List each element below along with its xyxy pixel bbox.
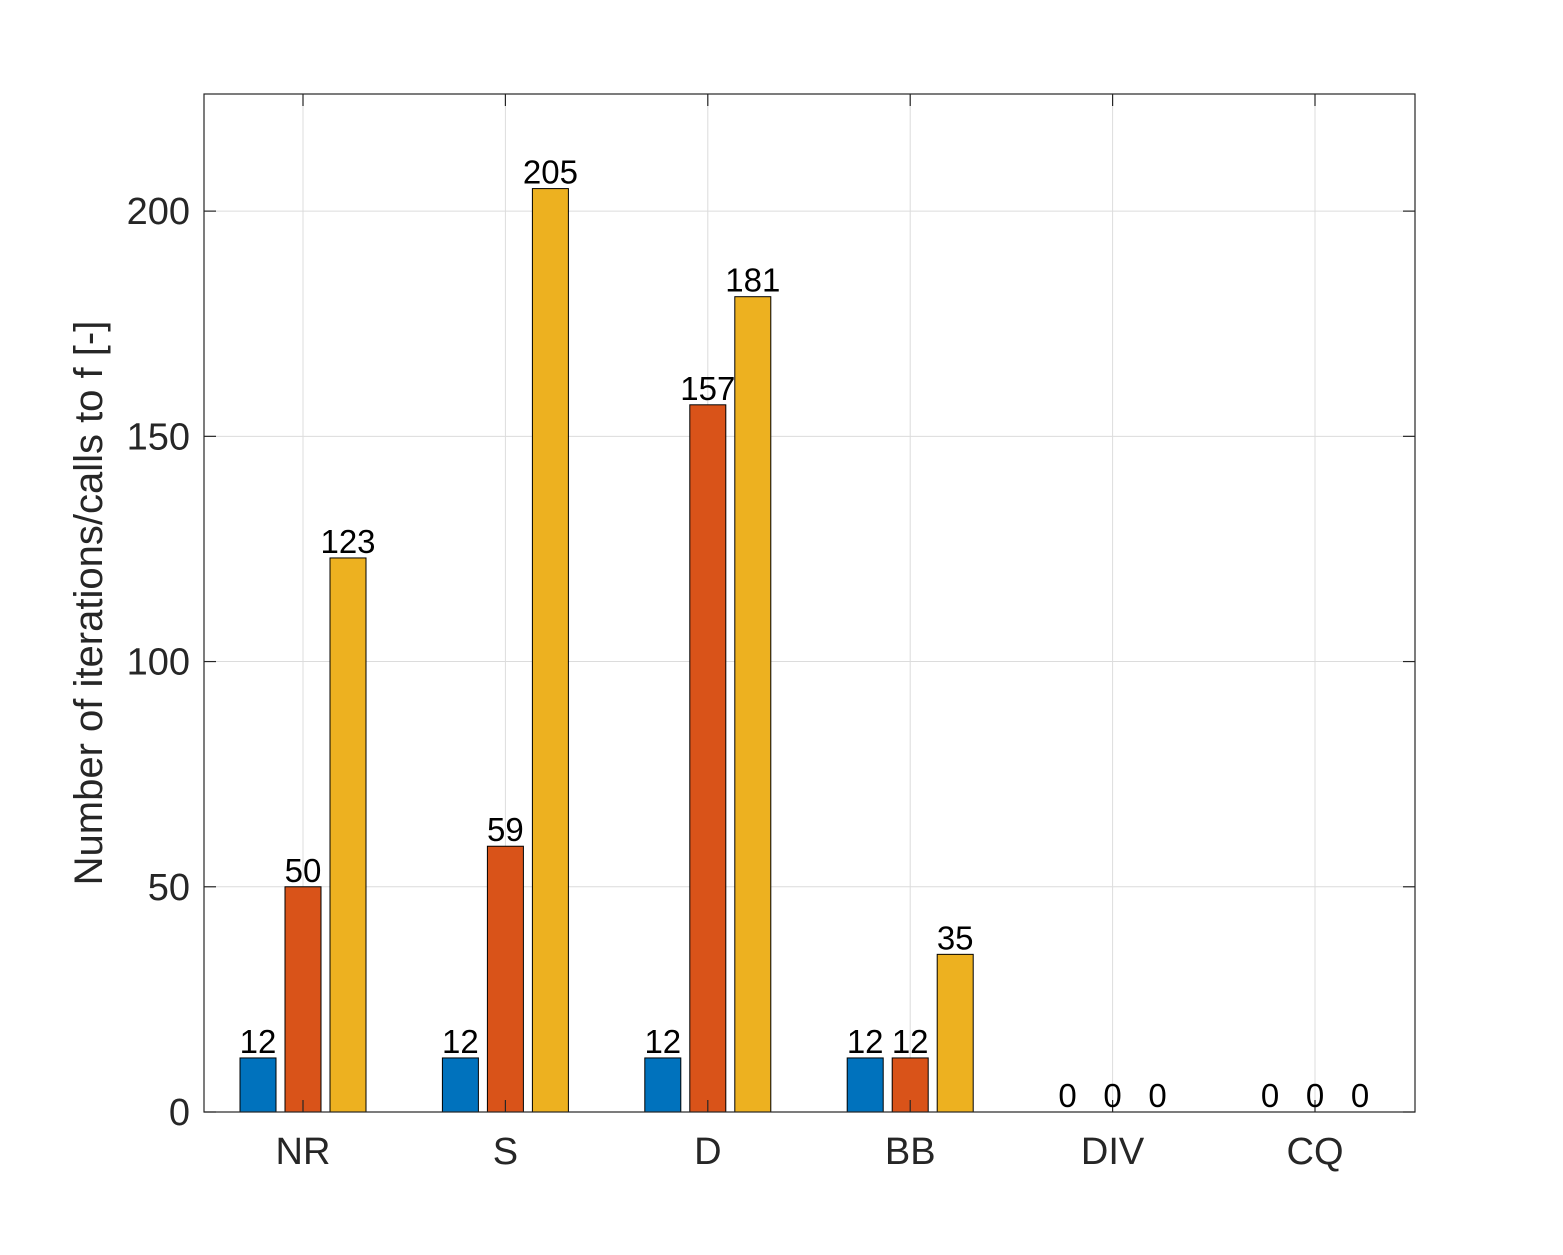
bar [644, 1057, 682, 1113]
x-tick-label: S [493, 1131, 518, 1173]
x-tick-label: D [694, 1131, 721, 1173]
bar [936, 953, 974, 1113]
bar-value-label: 205 [523, 154, 578, 191]
bar [486, 845, 524, 1113]
bars [239, 188, 974, 1113]
bar [689, 404, 727, 1113]
y-tick-label: 0 [169, 1092, 190, 1134]
bar-value-label: 0 [1103, 1077, 1121, 1114]
y-tick-label: 100 [127, 642, 190, 684]
bar [329, 557, 367, 1113]
bar-value-label: 181 [725, 262, 780, 299]
bar-value-label: 12 [442, 1023, 479, 1060]
grid [204, 94, 1415, 1112]
bar-value-label: 59 [487, 811, 524, 848]
bar-value-label: 12 [240, 1023, 277, 1060]
axes-box [203, 93, 1416, 1113]
bar [239, 1057, 277, 1113]
bar-value-label: 12 [644, 1023, 681, 1060]
y-axis-label: Number of iterations/calls to f [-] [67, 321, 111, 886]
x-tick-label: BB [885, 1131, 936, 1173]
bar-value-label: 0 [1306, 1077, 1324, 1114]
plot-background [204, 94, 1415, 1112]
x-tick-label: NR [276, 1131, 331, 1173]
bar-value-label: 50 [285, 852, 322, 889]
y-tick-label: 150 [127, 416, 190, 458]
bar [441, 1057, 479, 1113]
bar [846, 1057, 884, 1113]
bar-value-label: 35 [937, 919, 974, 956]
bar [531, 188, 569, 1113]
y-tick-label: 200 [127, 191, 190, 233]
bar-value-label: 12 [847, 1023, 884, 1060]
bar-value-label: 0 [1351, 1077, 1369, 1114]
bar-value-label: 123 [320, 523, 375, 560]
bar-value-label: 12 [892, 1023, 929, 1060]
bar-value-label: 157 [680, 370, 735, 407]
bar-value-label: 0 [1148, 1077, 1166, 1114]
ticks: 0 50 100 150 200 NR S D BB DIV CQ [127, 94, 1415, 1173]
bar-value-label: 0 [1058, 1077, 1076, 1114]
bar [734, 296, 772, 1113]
x-tick-label: DIV [1081, 1131, 1145, 1173]
y-tick-label: 50 [148, 867, 190, 909]
x-tick-label: CQ [1287, 1131, 1344, 1173]
bar-value-label: 0 [1261, 1077, 1279, 1114]
bar [284, 886, 322, 1113]
